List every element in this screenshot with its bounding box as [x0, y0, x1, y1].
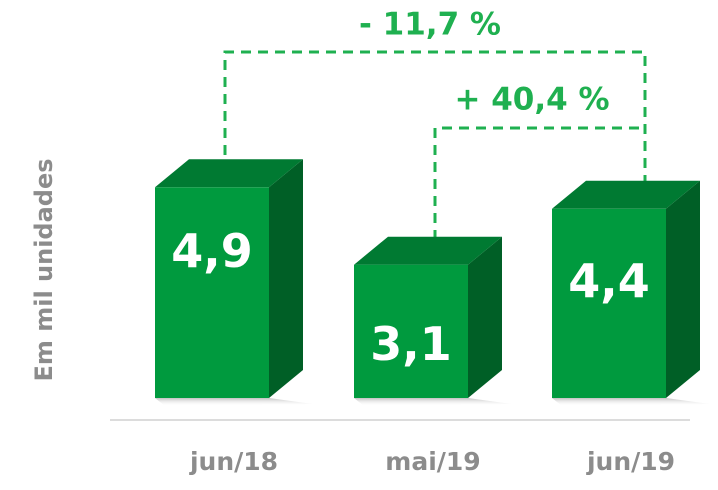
- bar-side: [468, 236, 502, 398]
- bar-top: [354, 236, 502, 265]
- y-axis-label: Em mil unidades: [30, 158, 58, 381]
- value-label: 4,9: [171, 224, 253, 278]
- connector: [223, 50, 647, 185]
- bar-shadow: [552, 398, 710, 406]
- connector: [433, 126, 640, 240]
- bar-shadow: [155, 398, 313, 406]
- bar-side: [269, 159, 303, 398]
- bar: [552, 208, 666, 398]
- x-tick-label: mai/19: [385, 447, 480, 476]
- bar-side: [666, 180, 700, 398]
- bar: [354, 264, 468, 398]
- value-label: 3,1: [370, 317, 452, 371]
- bar-shadow: [354, 398, 512, 406]
- x-tick-label: jun/19: [586, 447, 675, 476]
- bar-top: [552, 180, 700, 209]
- bar: [155, 187, 269, 398]
- value-label: 4,4: [568, 254, 650, 308]
- x-tick-label: jun/18: [189, 447, 278, 476]
- annotation: + 40,4 %: [454, 82, 609, 118]
- bar-top: [155, 159, 303, 188]
- annotation: - 11,7 %: [359, 7, 501, 43]
